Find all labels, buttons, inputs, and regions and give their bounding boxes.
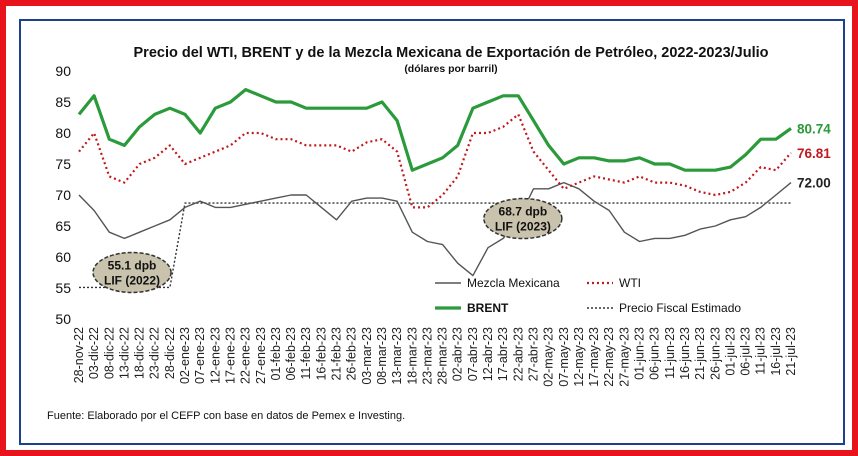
y-tick-label: 85 [55, 94, 71, 110]
x-tick-label: 26-feb-23 [345, 327, 359, 381]
end-label: 72.00 [797, 176, 831, 191]
y-tick-label: 90 [55, 63, 71, 79]
x-tick-label: 28-dic-22 [163, 327, 177, 379]
y-tick-label: 65 [55, 218, 71, 234]
x-tick-label: 21-feb-23 [330, 327, 344, 381]
x-tick-label: 27-ene-23 [254, 327, 268, 384]
x-axis-ticks: 28-nov-22 03-dic-22 08-dic-22 13-dic-22 18-d… [72, 327, 798, 387]
x-tick-label: 13-mar-23 [390, 327, 404, 385]
x-tick-label: 23-dic-22 [148, 327, 162, 379]
x-tick-label: 08-mar-23 [375, 327, 389, 385]
callout-value: 68.7 dpb [499, 205, 548, 219]
callout-value: 55.1 dpb [108, 259, 157, 273]
x-tick-label: 03-mar-23 [360, 327, 374, 385]
x-tick-label: 11-jun-23 [663, 327, 677, 379]
legend-label: Mezcla Mexicana [467, 276, 560, 290]
x-tick-label: 07-may-23 [557, 327, 571, 387]
callout-label: LIF (2022) [104, 274, 160, 288]
x-tick-label: 12-may-23 [572, 327, 586, 387]
y-tick-label: 80 [55, 125, 71, 141]
x-tick-label: 08-dic-22 [102, 327, 116, 379]
x-tick-label: 17-ene-23 [223, 327, 237, 384]
chart-panel: Precio del WTI, BRENT y de la Mezcla Mex… [19, 19, 845, 445]
series-line-mezcla-mexicana [78, 181, 792, 277]
legend-label: BRENT [467, 301, 509, 315]
chart-subtitle: (dólares por barril) [404, 63, 497, 75]
y-tick-label: 70 [55, 187, 71, 203]
legend: Mezcla Mexicana WTI BRENT Precio Fiscal Est… [435, 276, 741, 315]
x-tick-label: 22-abr-23 [511, 327, 525, 381]
x-tick-label: 11-jul-23 [754, 327, 768, 375]
y-tick-label: 50 [55, 311, 71, 327]
x-tick-label: 26-jun-23 [708, 327, 722, 380]
x-tick-label: 17-abr-23 [496, 327, 510, 381]
x-tick-label: 06-jul-23 [739, 327, 753, 376]
x-tick-label: 07-ene-23 [193, 327, 207, 384]
x-tick-label: 07-abr-23 [466, 327, 480, 381]
x-tick-label: 12-ene-23 [208, 327, 222, 384]
line-chart: Precio del WTI, BRENT y de la Mezcla Mex… [47, 45, 831, 422]
x-tick-label: 18-mar-23 [405, 327, 419, 385]
x-tick-label: 01-jul-23 [723, 327, 737, 376]
series-line-brent [77, 88, 792, 172]
y-tick-label: 75 [55, 156, 71, 172]
end-labels: 80.74 76.81 72.00 [797, 121, 831, 190]
series-line-precio-fiscal-estimado [79, 202, 791, 289]
x-tick-label: 21-jun-23 [693, 327, 707, 380]
end-label: 76.81 [797, 146, 831, 161]
x-tick-label: 28-nov-22 [72, 327, 86, 383]
x-tick-label: 11-feb-23 [299, 327, 313, 380]
series-group [77, 88, 792, 289]
x-tick-label: 16-jul-23 [769, 327, 783, 376]
source-note: Fuente: Elaborado por el CEFP con base e… [47, 410, 405, 422]
y-tick-label: 55 [55, 280, 71, 296]
x-tick-label: 06-feb-23 [284, 327, 298, 381]
x-tick-label: 18-dic-22 [133, 327, 147, 379]
x-tick-label: 27-may-23 [617, 327, 631, 387]
x-tick-label: 22-may-23 [602, 327, 616, 387]
y-axis-ticks: 50 55 60 65 70 75 80 85 90 [55, 63, 71, 327]
x-tick-label: 02-abr-23 [451, 327, 465, 381]
chart-title: Precio del WTI, BRENT y de la Mezcla Mex… [134, 45, 769, 61]
x-tick-label: 02-may-23 [542, 327, 556, 387]
legend-label: Precio Fiscal Estimado [619, 301, 741, 315]
callout-label: LIF (2023) [495, 220, 551, 234]
x-tick-label: 22-ene-23 [239, 327, 253, 384]
x-tick-label: 12-abr-23 [481, 327, 495, 381]
x-tick-label: 01-feb-23 [269, 327, 283, 381]
callout-bubble [92, 251, 172, 294]
x-tick-label: 17-may-23 [587, 327, 601, 387]
x-tick-label: 01-jun-23 [633, 327, 647, 380]
x-tick-label: 02-ene-23 [178, 327, 192, 384]
x-tick-label: 16-jun-23 [678, 327, 692, 380]
x-tick-label: 27-abr-23 [526, 327, 540, 381]
legend-label: WTI [619, 276, 641, 290]
y-tick-label: 60 [55, 249, 71, 265]
x-tick-label: 03-dic-22 [87, 327, 101, 379]
x-tick-label: 28-mar-23 [436, 327, 450, 385]
x-tick-label: 06-jun-23 [648, 327, 662, 380]
x-tick-label: 21-jul-23 [784, 327, 798, 376]
end-label: 80.74 [797, 121, 831, 136]
callout-bubble [483, 197, 563, 240]
x-tick-label: 23-mar-23 [420, 327, 434, 385]
x-tick-label: 13-dic-22 [117, 327, 131, 379]
x-tick-label: 16-feb-23 [314, 327, 328, 381]
